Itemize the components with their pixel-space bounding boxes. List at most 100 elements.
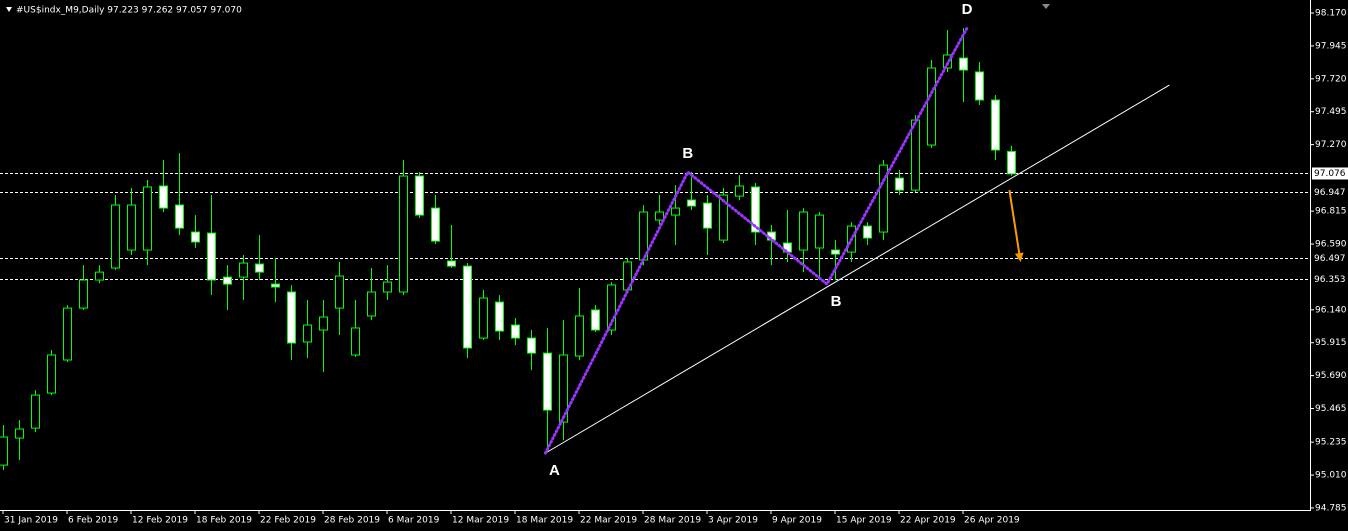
level-label-bg bbox=[1312, 186, 1348, 199]
bull-body bbox=[143, 186, 152, 251]
level-label: 96.497 bbox=[1314, 254, 1346, 264]
bull-body bbox=[79, 279, 88, 309]
arrow-shaft bbox=[1008, 189, 1021, 257]
x-tick-label: 3 Apr 2019 bbox=[708, 516, 758, 526]
bear-body bbox=[191, 231, 200, 243]
y-tick-label: 95.915 bbox=[1315, 338, 1347, 348]
y-tick-label: 97.270 bbox=[1315, 140, 1347, 150]
bull-body bbox=[95, 271, 104, 281]
y-tick-label: 98.170 bbox=[1315, 9, 1347, 19]
bear-body bbox=[175, 204, 184, 229]
bear-body bbox=[831, 249, 840, 255]
bull-body bbox=[127, 204, 136, 251]
bull-body bbox=[719, 194, 728, 241]
bear-body bbox=[895, 177, 904, 191]
bear-body bbox=[255, 263, 264, 273]
x-tick-label: 9 Apr 2019 bbox=[772, 516, 822, 526]
bull-body bbox=[559, 354, 568, 423]
bull-body bbox=[319, 316, 328, 331]
x-tick-label: 12 Mar 2019 bbox=[452, 516, 509, 526]
bear-body bbox=[271, 283, 280, 288]
level-label-bg bbox=[1312, 252, 1348, 265]
shift-marker bbox=[1042, 4, 1050, 9]
y-tick-label: 96.590 bbox=[1315, 240, 1347, 250]
bear-body bbox=[991, 99, 1000, 151]
bear-body bbox=[591, 309, 600, 331]
x-tick-label: 26 Apr 2019 bbox=[964, 516, 1020, 526]
x-tick-label: 28 Mar 2019 bbox=[644, 516, 701, 526]
x-tick-label: 22 Apr 2019 bbox=[900, 516, 956, 526]
x-tick-label: 22 Mar 2019 bbox=[580, 516, 637, 526]
bear-body bbox=[447, 260, 456, 267]
y-tick-label: 97.720 bbox=[1315, 74, 1347, 84]
x-tick-label: 12 Feb 2019 bbox=[132, 516, 188, 526]
bear-body bbox=[527, 337, 536, 354]
title-icon bbox=[6, 7, 12, 12]
x-tick-label: 31 Jan 2019 bbox=[4, 516, 58, 526]
bear-body bbox=[975, 71, 984, 101]
x-tick-label: 6 Mar 2019 bbox=[388, 516, 440, 526]
bull-body bbox=[927, 67, 936, 146]
bull-body bbox=[111, 204, 120, 269]
x-tick-label: 15 Apr 2019 bbox=[836, 516, 892, 526]
y-tick-label: 96.815 bbox=[1315, 207, 1347, 217]
bear-body bbox=[207, 232, 216, 281]
x-tick-label: 18 Feb 2019 bbox=[196, 516, 252, 526]
bull-body bbox=[47, 354, 56, 394]
bull-body bbox=[911, 119, 920, 191]
y-tick-label: 97.945 bbox=[1315, 41, 1347, 51]
bear-body bbox=[687, 199, 696, 207]
bear-body bbox=[751, 186, 760, 233]
bear-body bbox=[959, 57, 968, 71]
bull-body bbox=[239, 262, 248, 278]
pattern-label: B bbox=[682, 145, 693, 162]
bull-body bbox=[303, 324, 312, 343]
bull-body bbox=[815, 214, 824, 249]
bear-body bbox=[431, 207, 440, 242]
chart-title: #US$indx_M9,Daily 97.223 97.262 97.057 9… bbox=[16, 6, 242, 16]
bull-body bbox=[63, 307, 72, 361]
bull-body bbox=[335, 275, 344, 309]
bull-body bbox=[31, 394, 40, 429]
bear-body bbox=[463, 265, 472, 349]
arrow-head bbox=[1014, 252, 1024, 263]
bull-body bbox=[479, 297, 488, 339]
bear-body bbox=[511, 324, 520, 339]
y-tick-label: 94.785 bbox=[1315, 503, 1347, 513]
bear-body bbox=[159, 185, 168, 209]
y-tick-label: 96.140 bbox=[1315, 305, 1347, 315]
level-label-bg bbox=[1312, 273, 1348, 286]
bull-body bbox=[655, 211, 664, 221]
y-tick-label: 95.465 bbox=[1315, 404, 1347, 414]
bear-body bbox=[1007, 150, 1016, 175]
y-tick-label: 95.690 bbox=[1315, 371, 1347, 381]
bull-body bbox=[399, 175, 408, 293]
x-tick-label: 28 Feb 2019 bbox=[324, 516, 380, 526]
bear-body bbox=[287, 291, 296, 344]
bear-body bbox=[863, 225, 872, 239]
bull-body bbox=[383, 281, 392, 293]
level-label: 96.947 bbox=[1314, 188, 1346, 198]
pattern-label: B bbox=[831, 293, 842, 310]
zigzag-line bbox=[543, 26, 969, 455]
bull-body bbox=[367, 291, 376, 317]
bear-body bbox=[415, 175, 424, 216]
trend-line bbox=[545, 84, 1170, 454]
bull-body bbox=[671, 207, 680, 216]
bull-body bbox=[575, 315, 584, 357]
bull-body bbox=[735, 185, 744, 197]
bull-body bbox=[0, 436, 8, 466]
bear-body bbox=[703, 202, 712, 229]
bull-body bbox=[15, 428, 24, 439]
level-label: 97.076 bbox=[1314, 169, 1346, 179]
bull-body bbox=[943, 54, 952, 69]
bull-body bbox=[799, 211, 808, 251]
bull-body bbox=[879, 164, 888, 233]
x-tick-label: 6 Feb 2019 bbox=[68, 516, 119, 526]
x-tick-label: 18 Mar 2019 bbox=[516, 516, 573, 526]
bull-body bbox=[351, 327, 360, 356]
